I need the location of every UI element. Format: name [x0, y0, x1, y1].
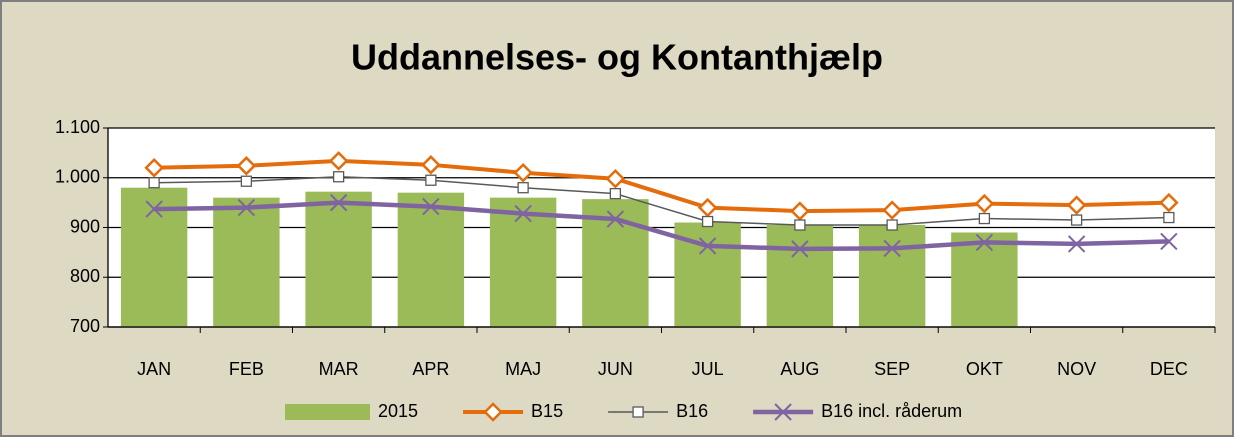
- marker: [236, 156, 257, 176]
- marker: [240, 175, 253, 187]
- x-tick-label: JAN: [137, 359, 171, 379]
- marker: [606, 210, 625, 228]
- bar: [766, 225, 834, 327]
- marker: [697, 197, 718, 218]
- x-tick-label: JUN: [598, 359, 633, 379]
- y-tick-label: 1.100: [55, 117, 100, 137]
- x-tick-label: MAR: [319, 359, 359, 379]
- marker: [1066, 195, 1087, 215]
- x-tick-label: AUG: [780, 359, 819, 379]
- marker: [514, 204, 532, 223]
- marker: [883, 239, 901, 258]
- marker: [791, 240, 809, 258]
- legend-item: 2015: [285, 401, 418, 421]
- x-tick-label: APR: [412, 359, 449, 379]
- legend-item: B16: [608, 401, 708, 421]
- marker: [329, 193, 348, 212]
- bar: [858, 225, 926, 327]
- legend-label: 2015: [378, 401, 418, 421]
- marker: [978, 212, 991, 225]
- marker: [513, 163, 533, 183]
- bar: [213, 197, 280, 327]
- marker: [422, 197, 440, 216]
- bar: [305, 191, 372, 327]
- legend-swatch: [285, 404, 370, 420]
- legend-label: B15: [531, 401, 563, 421]
- chart-title: Uddannelses- og Kontanthjælp: [351, 37, 883, 78]
- line: [154, 176, 1169, 226]
- legend-label: B16 incl. råderum: [821, 401, 962, 421]
- x-tick-label: OKT: [966, 359, 1003, 379]
- marker: [237, 198, 256, 217]
- marker: [1159, 192, 1179, 213]
- x-tick-label: DEC: [1150, 359, 1188, 379]
- marker: [1163, 211, 1175, 224]
- marker: [605, 168, 626, 189]
- x-tick-label: FEB: [229, 359, 264, 379]
- line: [154, 200, 1169, 252]
- marker: [517, 182, 529, 194]
- x-tick-label: JUL: [692, 359, 724, 379]
- marker: [886, 219, 898, 231]
- y-tick-label: 900: [70, 216, 100, 236]
- legend-item: B15: [463, 401, 563, 422]
- marker: [609, 188, 622, 200]
- marker: [774, 403, 792, 421]
- marker: [1067, 235, 1086, 253]
- y-tick-label: 800: [70, 266, 100, 286]
- marker: [975, 233, 994, 252]
- marker: [425, 174, 437, 186]
- x-tick-label: MAJ: [505, 359, 541, 379]
- y-tick-label: 1.000: [55, 167, 100, 187]
- bar: [489, 197, 557, 327]
- marker: [1070, 214, 1083, 226]
- legend: 2015 B15 B16 B16 incl. råderum: [285, 401, 962, 422]
- legend-item: B16 incl. råderum: [753, 401, 962, 421]
- marker: [144, 158, 164, 178]
- x-tick-label: SEP: [874, 359, 910, 379]
- marker: [328, 151, 349, 171]
- marker: [698, 237, 717, 255]
- x-tick-label: NOV: [1057, 359, 1096, 379]
- marker: [790, 201, 810, 221]
- marker: [332, 171, 345, 183]
- bar: [951, 232, 1018, 327]
- marker: [632, 406, 644, 418]
- y-tick-label: 700: [70, 316, 100, 336]
- marker: [421, 155, 441, 175]
- legend-label: B16: [676, 401, 708, 421]
- marker: [1160, 232, 1178, 251]
- marker: [794, 219, 806, 231]
- line: [154, 158, 1169, 214]
- marker: [483, 402, 503, 422]
- marker: [145, 200, 163, 218]
- marker: [148, 177, 160, 189]
- bar: [397, 192, 465, 327]
- marker: [882, 200, 902, 220]
- marker: [701, 215, 714, 228]
- marker: [974, 193, 995, 214]
